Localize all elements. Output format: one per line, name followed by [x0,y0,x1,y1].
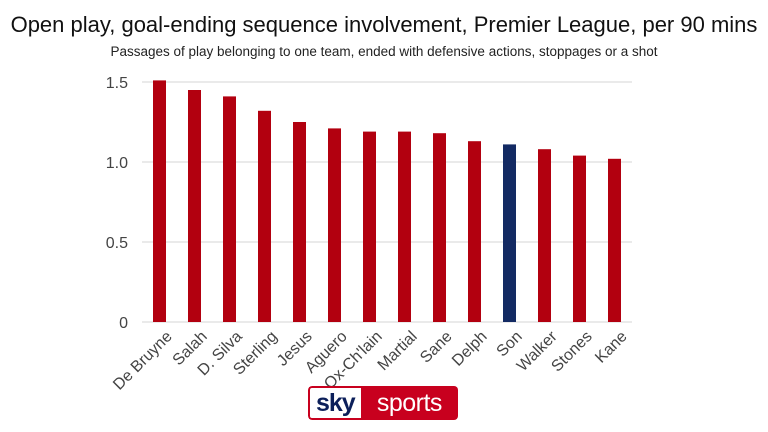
y-tick-label: 0 [119,315,128,332]
bar [398,131,411,322]
x-tick-label: Kane [592,328,631,367]
logo-sky-text: sky [308,386,361,420]
logo-sports-text: sports [360,386,458,420]
bar [503,144,516,322]
chart-title: Open play, goal-ending sequence involvem… [10,12,758,37]
bar [223,96,236,323]
x-tick-label: De Bruyne [110,328,176,394]
y-tick-label: 1.0 [106,155,128,172]
y-tick-label: 1.5 [106,75,128,92]
y-tick-label: 0.5 [106,235,128,252]
bar [363,131,376,322]
bar [328,128,341,322]
chart-subtitle: Passages of play belonging to one team, … [110,44,658,59]
y-axis-ticks: 0 0.5 1.0 1.5 [106,75,128,332]
bar [538,149,551,322]
bar [188,90,201,322]
x-tick-label: Martial [375,328,421,374]
bars [153,80,621,323]
x-tick-label: Delph [449,328,491,370]
sky-sports-logo: sky sports [308,386,458,420]
x-tick-label: Sane [417,328,456,367]
bar [433,133,446,322]
bar [608,158,621,322]
bar [153,80,166,323]
bar [573,155,586,322]
bar [293,122,306,322]
bar [258,110,271,322]
gridlines [142,81,632,323]
bar [468,141,481,322]
